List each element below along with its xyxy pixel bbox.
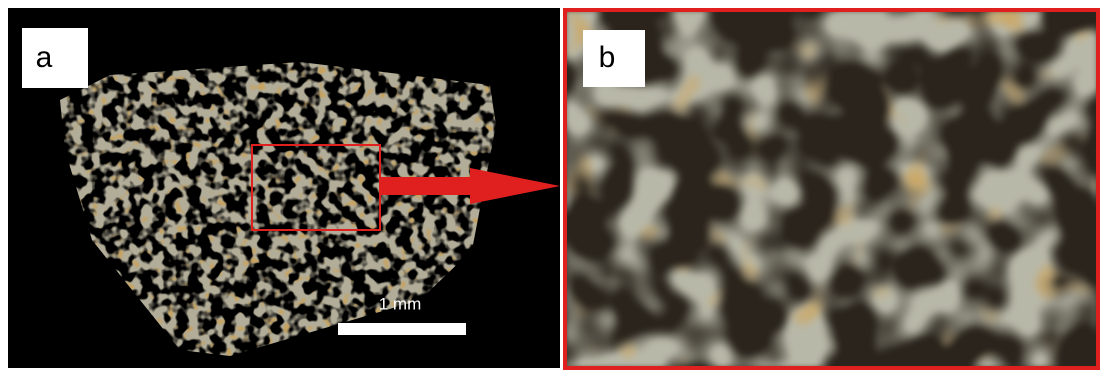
figure: a 1 mm b: [0, 0, 1107, 374]
panel-label: b: [599, 41, 616, 74]
scale-bar-label: 1 mm: [379, 294, 422, 313]
page: {"panels": [{"label": "a", "scale_bar": …: [0, 0, 1107, 374]
panel-label-box: [22, 28, 88, 88]
scale-bar: [338, 323, 466, 335]
arrow-shaft: [380, 177, 475, 195]
panel-label: a: [36, 41, 53, 74]
